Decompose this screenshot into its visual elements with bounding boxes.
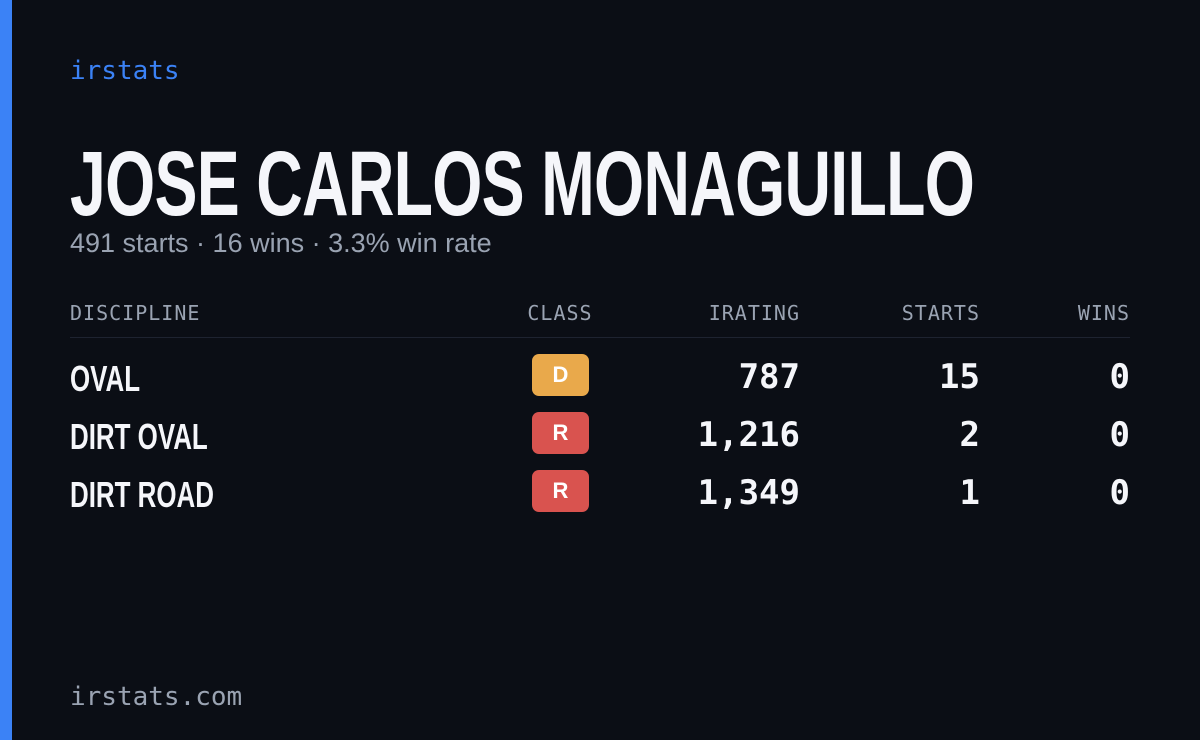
driver-summary: 491 starts · 16 wins · 3.3% win rate [70,228,492,258]
wins: 0 [1109,357,1130,397]
column-header: CLASS [527,301,593,325]
discipline: OVAL [70,358,141,399]
column-header: WINS [1077,301,1130,325]
irating: 1,216 [697,415,800,455]
class-badge: R [532,412,589,454]
wins: 0 [1109,415,1130,455]
starts: 15 [939,357,980,397]
starts: 1 [959,473,980,513]
irating: 787 [738,357,800,397]
wins: 0 [1109,473,1130,513]
discipline: DIRT OVAL [70,416,208,457]
discipline: DIRT ROAD [70,474,214,515]
column-header: DISCIPLINE [70,301,201,325]
starts: 2 [959,415,980,455]
column-header: IRATING [708,301,800,325]
column-header: STARTS [901,301,980,325]
header-separator [70,337,1130,338]
brand: irstats [70,56,180,86]
driver-name: JOSE CARLOS MONAGUILLO [70,133,975,235]
accent-bar [0,0,12,740]
irating: 1,349 [697,473,800,513]
class-badge: R [532,470,589,512]
footer: irstats.com [70,682,243,712]
class-badge: D [532,354,589,396]
